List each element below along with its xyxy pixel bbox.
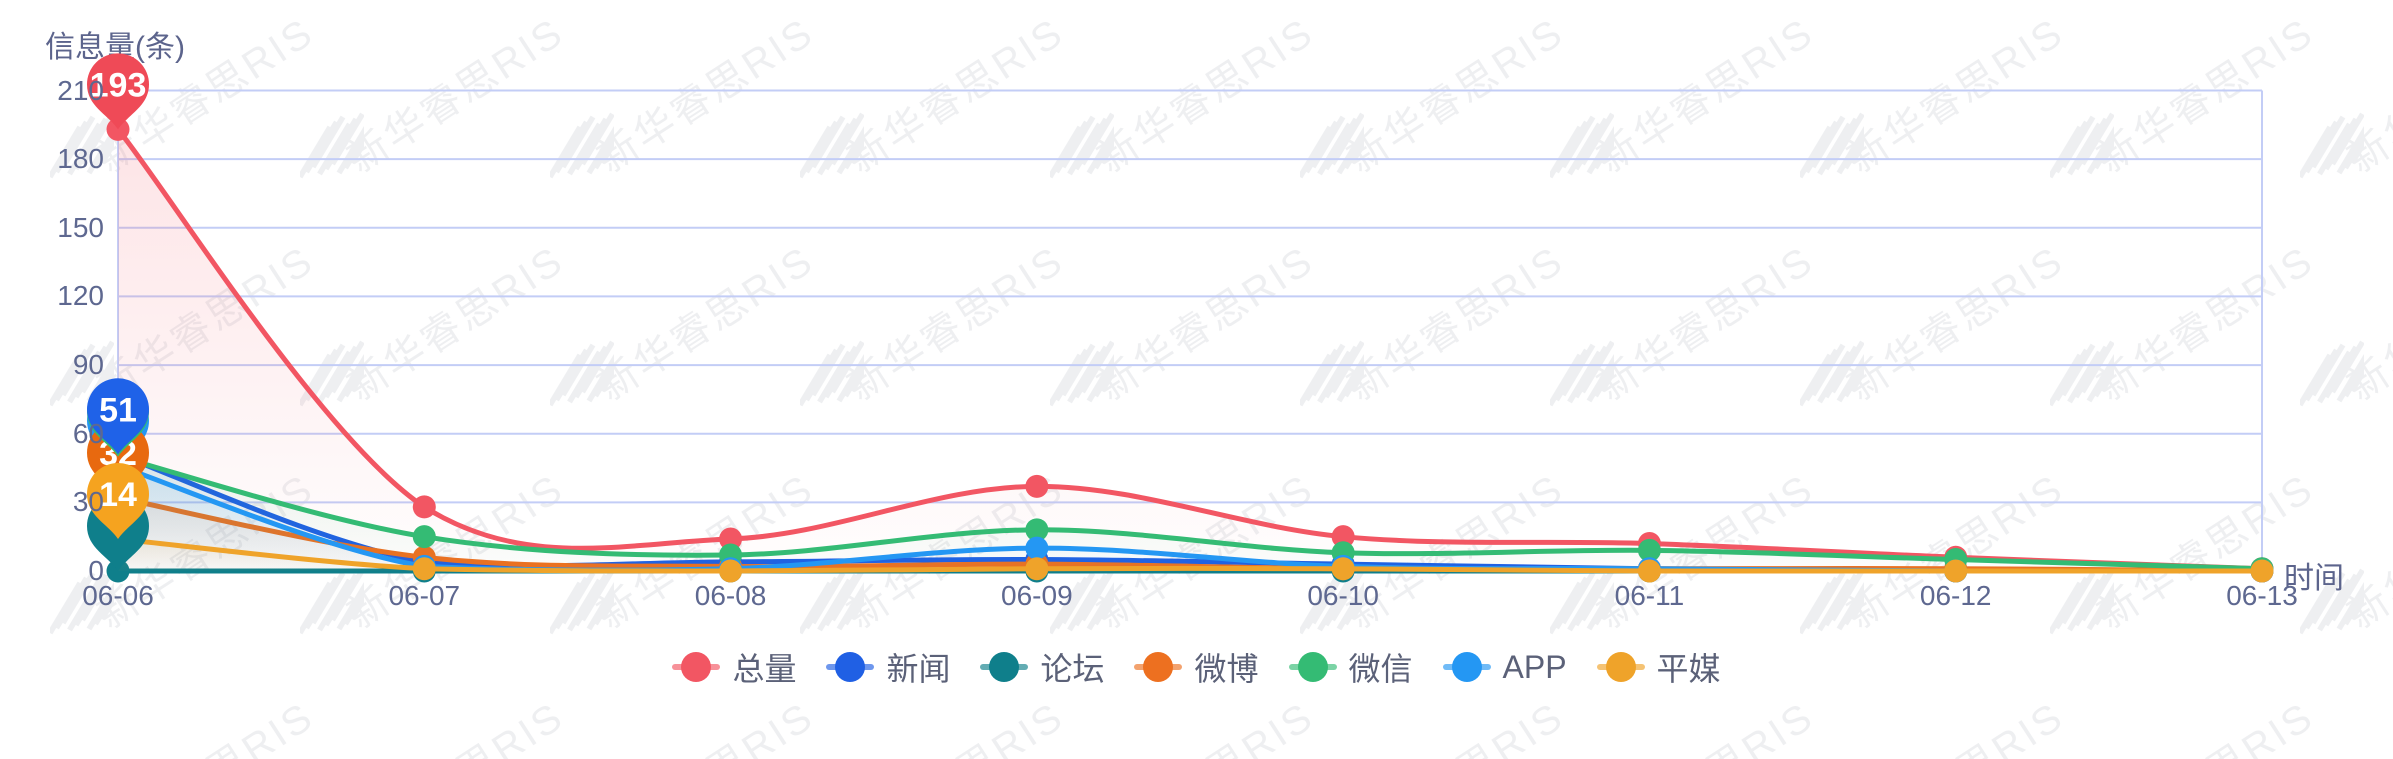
x-tick-label: 06-06	[82, 580, 154, 611]
marker-balloon-新闻: 51	[86, 378, 149, 455]
x-tick-label: 06-09	[1001, 580, 1073, 611]
marker-balloon-总量: 193	[86, 53, 149, 130]
data-point	[412, 557, 436, 581]
legend-item-3[interactable]: 微博	[1134, 644, 1259, 690]
legend-marker-icon	[1596, 652, 1645, 682]
series-line-0	[106, 117, 2274, 581]
y-tick-label: 60	[72, 417, 104, 449]
y-tick-label: 180	[57, 143, 104, 175]
y-tick-label: 30	[72, 486, 104, 518]
x-tick-label: 06-07	[388, 580, 461, 611]
data-point	[412, 495, 436, 519]
legend-marker-icon	[1134, 652, 1183, 682]
data-point	[1637, 538, 1661, 562]
x-tick-label: 06-13	[2226, 580, 2298, 611]
x-axis-title: 时间	[2284, 562, 2344, 595]
y-tick-label: 0	[88, 555, 104, 586]
y-tick-label: 90	[72, 349, 104, 381]
legend-item-2[interactable]: 论坛	[980, 644, 1104, 690]
legend-label: 微博	[1194, 651, 1259, 687]
marker-balloon-value: 51	[99, 391, 137, 429]
legend-label: 总量	[732, 651, 797, 687]
x-tick-label: 06-12	[1919, 580, 1992, 611]
legend-label: APP	[1502, 648, 1567, 685]
data-point	[1331, 525, 1355, 549]
legend-label: 新闻	[886, 651, 951, 687]
data-point	[1025, 518, 1049, 542]
legend-item-4[interactable]: 微信	[1288, 644, 1413, 690]
legend-item-5[interactable]: APP	[1442, 648, 1567, 686]
legend-item-6[interactable]: 平媒	[1596, 644, 1721, 690]
legend-marker-icon	[1288, 652, 1337, 682]
marker-balloons: 325114193	[86, 53, 149, 571]
data-point	[1025, 557, 1049, 581]
y-tick-label: 150	[57, 211, 104, 243]
data-point	[1637, 559, 1661, 583]
x-tick-label: 06-10	[1307, 580, 1379, 611]
legend-marker-icon	[826, 652, 875, 682]
y-tick-label: 210	[57, 74, 104, 106]
data-point	[719, 527, 743, 551]
grid-lines	[117, 89, 2263, 572]
legend-label: 平媒	[1656, 651, 1721, 687]
data-point	[1025, 474, 1049, 498]
data-point	[1944, 559, 1968, 583]
marker-balloon-平媒: 14	[86, 462, 149, 539]
data-point	[1331, 557, 1355, 581]
data-point	[1025, 536, 1049, 560]
legend-label: 微信	[1348, 651, 1413, 687]
y-tick-label: 120	[57, 280, 104, 312]
legend-marker-icon	[1442, 652, 1491, 682]
x-tick-label: 06-11	[1614, 580, 1685, 611]
data-point	[2250, 559, 2274, 583]
legend-item-0[interactable]: 总量	[672, 644, 796, 690]
legend-marker-icon	[672, 652, 721, 682]
marker-balloon-value: 193	[90, 66, 147, 104]
x-tick-label: 06-08	[694, 580, 767, 611]
series-line-6	[106, 527, 2274, 583]
chart-legend: 总量 新闻 论坛 微博 微信 APP 平媒	[0, 644, 2393, 690]
legend-item-1[interactable]: 新闻	[826, 644, 950, 690]
data-point	[412, 525, 436, 549]
marker-balloon-value: 14	[99, 476, 137, 514]
legend-label: 论坛	[1040, 651, 1105, 687]
data-point	[719, 559, 743, 583]
legend-marker-icon	[980, 652, 1029, 682]
